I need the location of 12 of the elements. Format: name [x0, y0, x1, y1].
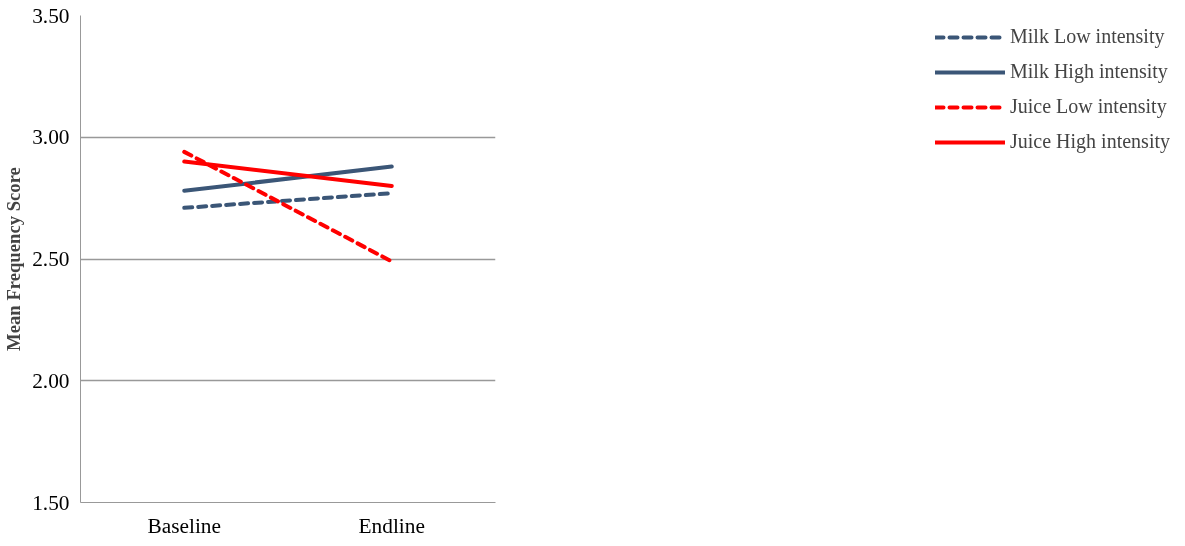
- y-tick-label: 1.50: [32, 490, 70, 515]
- legend-label: Juice Low intensity: [1010, 95, 1167, 118]
- legend-label: Juice High intensity: [1010, 130, 1170, 153]
- x-tick-label: Baseline: [147, 513, 221, 538]
- y-axis-title: Mean Frequency Score: [3, 167, 25, 351]
- legend-label: Milk Low intensity: [1010, 25, 1165, 48]
- y-tick-label: 3.50: [32, 3, 70, 28]
- x-tick-label: Endline: [358, 513, 425, 538]
- y-tick-label: 3.00: [32, 125, 70, 150]
- legend-label: Milk High intensity: [1010, 60, 1168, 83]
- y-tick-label: 2.00: [32, 368, 70, 393]
- y-tick-label: 2.50: [32, 247, 70, 271]
